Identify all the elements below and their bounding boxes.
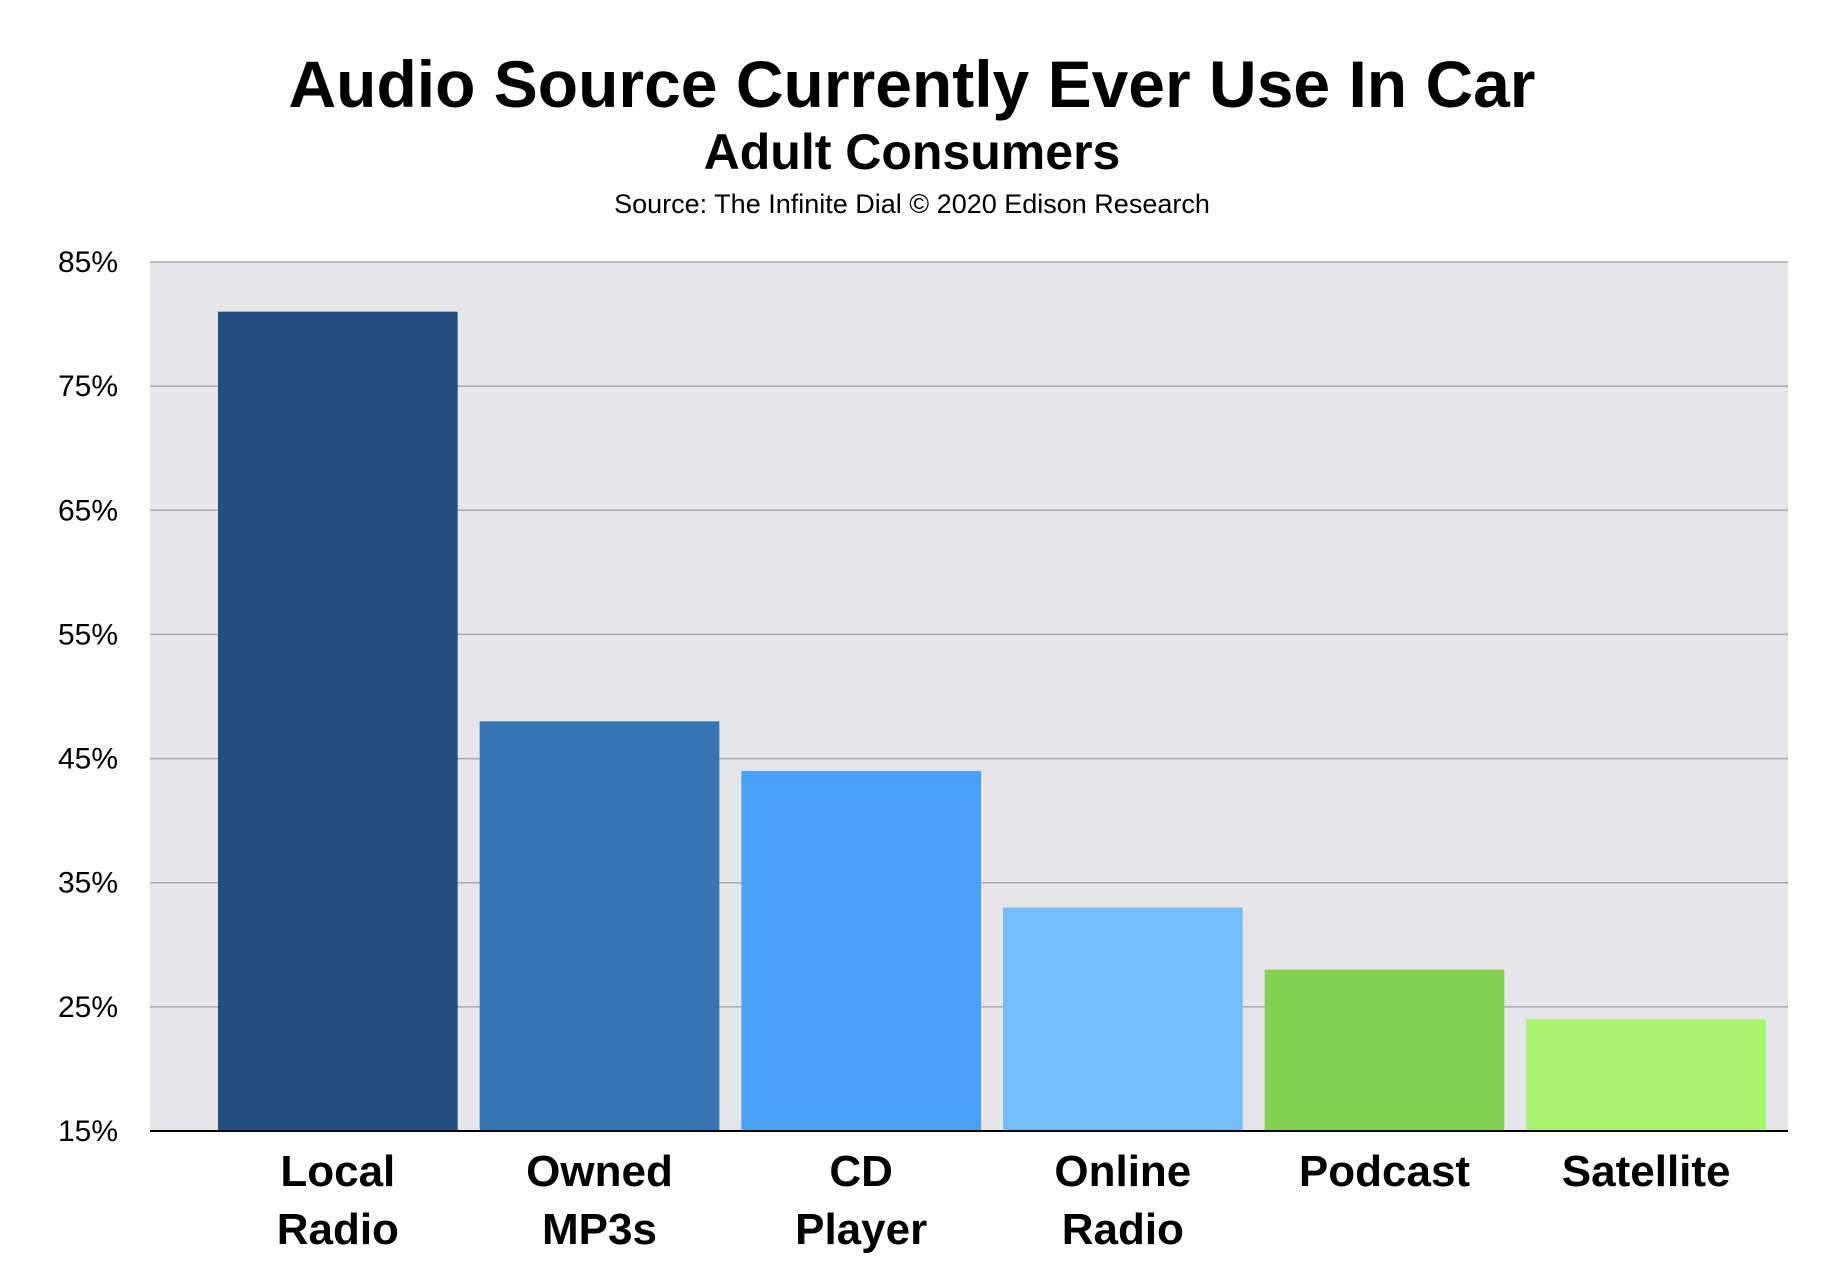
bar	[1526, 1019, 1766, 1131]
x-tick-label: Owned MP3s	[526, 1147, 673, 1254]
y-tick-label: 75%	[58, 370, 118, 403]
y-tick-label: 15%	[58, 1115, 118, 1148]
chart-title: Audio Source Currently Ever Use In Car	[288, 47, 1536, 121]
y-tick-label: 25%	[58, 991, 118, 1024]
x-tick-label: Podcast	[1299, 1147, 1471, 1196]
y-tick-label: 45%	[58, 743, 118, 776]
x-tick-label: CD Player	[795, 1147, 927, 1254]
y-tick-label: 65%	[58, 494, 118, 527]
bar	[1003, 907, 1243, 1131]
y-tick-label: 55%	[58, 618, 118, 651]
x-tick-label: Online Radio	[1054, 1147, 1191, 1254]
x-tick-label: Local Radio	[277, 1147, 399, 1254]
chart-subtitle: Adult Consumers	[703, 124, 1121, 180]
x-tick-label: Satellite	[1562, 1147, 1731, 1196]
bar	[741, 770, 981, 1131]
chart-source: Source: The Infinite Dial © 2020 Edison …	[614, 189, 1210, 219]
y-tick-label: 35%	[58, 867, 118, 900]
y-tick-label: 85%	[58, 246, 118, 279]
bar	[479, 721, 720, 1131]
bar	[218, 311, 458, 1132]
bar	[1264, 969, 1505, 1131]
